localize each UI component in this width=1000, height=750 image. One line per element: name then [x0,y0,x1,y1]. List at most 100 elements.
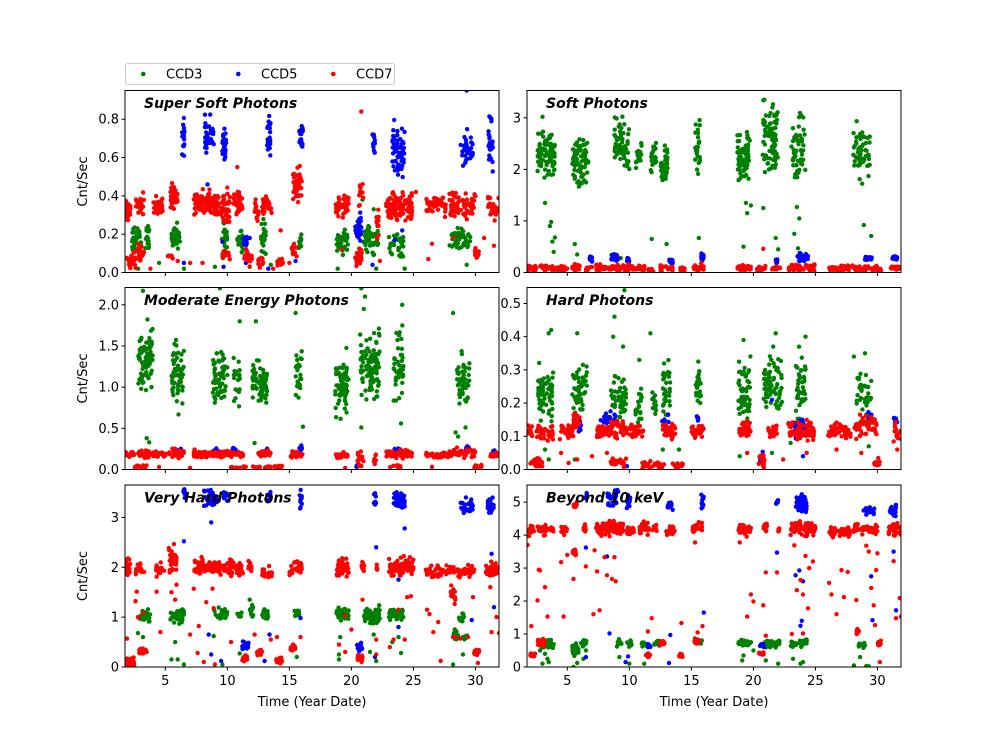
ccd3-point [648,331,653,336]
ccd5-point [603,411,609,416]
ccd7-point [291,180,296,185]
ccd3-point [627,166,632,172]
ccd7-point [481,235,487,241]
ccd3-point [135,226,140,231]
ccd5-point [371,142,376,147]
ccd7-point [358,190,363,196]
ccd5-point [468,152,474,157]
ccd3-point [366,239,371,244]
ccd3-point [695,127,700,132]
ccd7-point [450,190,455,195]
ccd7-point [343,197,349,202]
ccd3-point [398,421,404,426]
ccd3-point [743,143,748,148]
ccd5-point [356,235,361,240]
ccd3-point [547,398,553,403]
ccd3-point [450,310,456,316]
ccd3-point [857,162,863,167]
ccd3-point [796,124,801,129]
ccd7-point [279,256,285,262]
ccd3-point [772,387,777,393]
ccd7-point [371,459,377,464]
ccd3-point [767,148,772,154]
ccd5-point [893,256,899,261]
ccd3-point [741,409,746,415]
ccd7-point [127,264,133,269]
ccd3-point [770,126,776,131]
ccd7-point [296,182,302,187]
ccd3-point [625,161,630,167]
ccd3-point [398,254,403,259]
ccd3-point [212,367,217,372]
ccd7-point [595,265,600,270]
ccd3-point [638,398,643,404]
ccd7-point [178,448,183,454]
ccd3-point [795,246,801,251]
ccd5-point [467,148,472,153]
ccd3-point [777,392,782,397]
ccd3-point [231,372,237,378]
ccd3-point [858,136,863,142]
ccd5-point [202,124,208,130]
ccd7-point [196,195,201,200]
ccd3-point [142,363,148,368]
ccd3-point [575,331,580,336]
ccd5-point [222,142,227,147]
ccd3-point [360,376,365,382]
ccd7-point [193,200,199,205]
ccd5-point [398,136,403,142]
ccd3-point [358,332,363,337]
ccd3-point [259,249,264,254]
ccd3-point [551,249,556,255]
ccd7-point [150,450,156,455]
ccd3-point [853,139,859,144]
ccd3-point [374,266,379,271]
ccd7-point [668,265,673,270]
ccd7-point [227,452,232,458]
ccd3-point [635,420,641,425]
ccd7-point [635,424,640,429]
ccd7-point [226,254,232,259]
ccd7-point [391,463,396,468]
ccd3-point [376,351,381,357]
ccd3-point [696,359,701,364]
ccd3-point [342,397,348,403]
ccd3-point [219,349,224,355]
ccd7-point [130,450,135,455]
ccd7-point [200,260,205,266]
ccd7-point [136,256,141,261]
ccd3-point [333,405,338,411]
ccd3-point [395,359,400,364]
ccd3-point [466,232,471,237]
ccd3-point [858,395,864,401]
ccd7-point [134,204,139,209]
ccd3-point [695,135,701,140]
ccd7-point [170,189,175,194]
ccd3-point [340,252,346,258]
ccd3-point [613,398,618,403]
ccd3-point [178,374,183,380]
ccd7-point [597,262,603,267]
ccd3-point [376,382,381,387]
ccd3-point [762,169,768,175]
ccd3-point [697,369,702,374]
ccd5-point [211,142,216,147]
ccd7-point [153,193,159,199]
ccd3-point [461,372,466,378]
ccd3-point [299,349,304,354]
y-tick-label: 0.5 [98,422,119,437]
ccd5-point [576,429,581,434]
ccd7-point [425,198,430,204]
ccd5-point [668,260,673,265]
ccd3-point [222,364,227,369]
ccd5-point [464,90,469,93]
ccd3-point [358,370,364,375]
ccd7-point [640,466,645,470]
ccd3-point [741,244,746,249]
ccd7-point [153,202,158,207]
ccd3-point [551,167,557,173]
ccd3-point [617,122,622,127]
ccd7-point [569,430,575,435]
ccd3-point [790,126,796,131]
ccd3-point [737,383,742,388]
